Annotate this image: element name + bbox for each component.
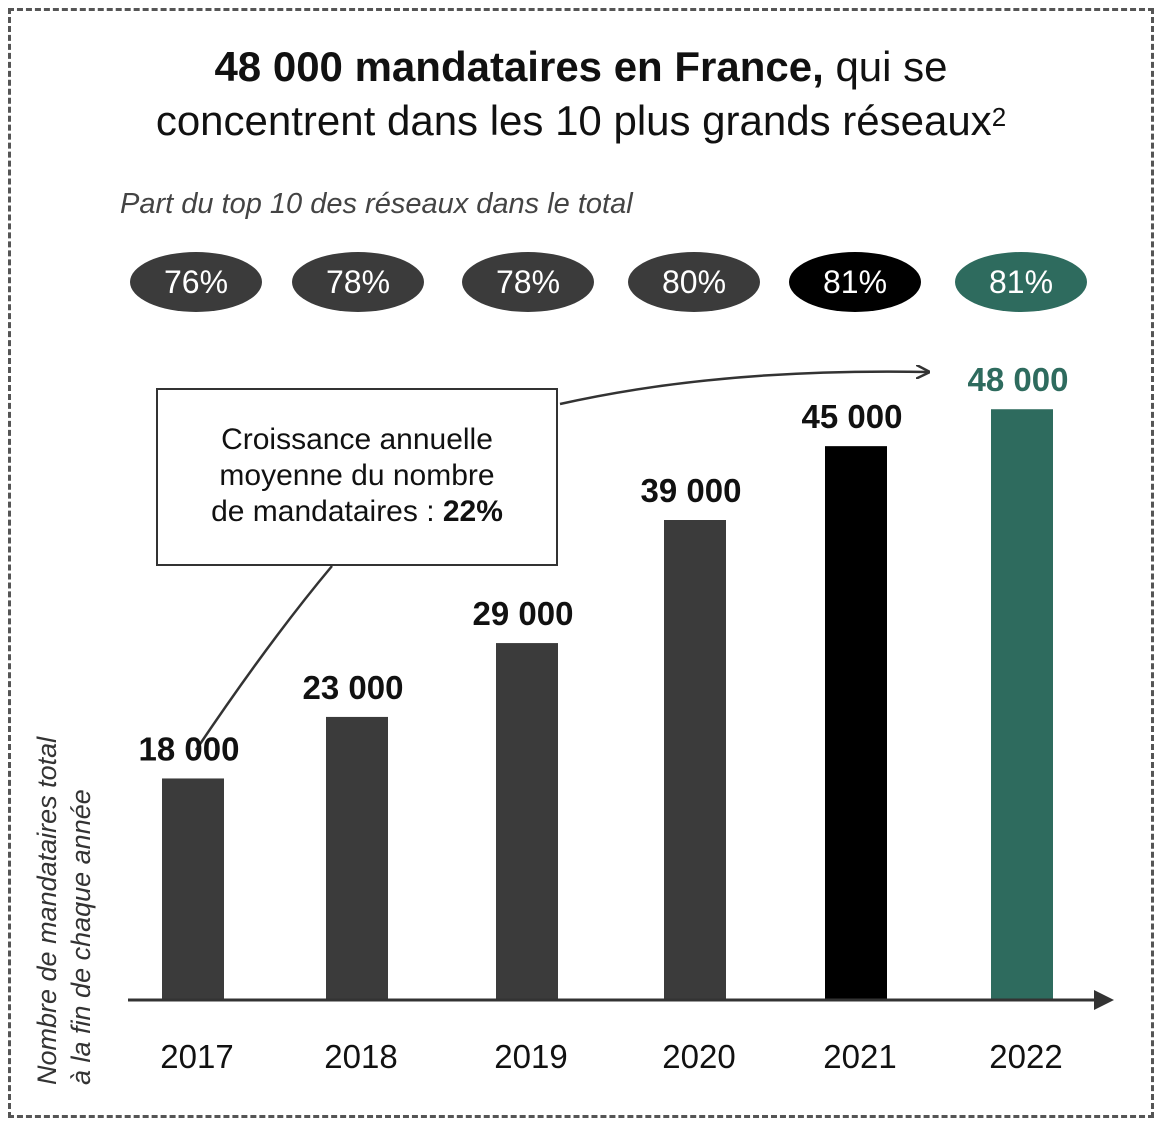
bar-2022	[991, 409, 1053, 1000]
share-pill-2020: 80%	[628, 252, 760, 312]
x-tick-2017: 2017	[160, 1038, 233, 1075]
x-tick-2021: 2021	[823, 1038, 896, 1075]
bar-2018	[326, 716, 388, 1000]
title-footnote-mark: 2	[991, 102, 1007, 132]
annotation-value: 22%	[442, 495, 503, 528]
x-axis-arrow-icon	[1094, 990, 1114, 1010]
annotation-line2: moyenne du nombre	[219, 459, 495, 492]
bar-2017	[162, 778, 224, 1000]
annotation-line3: de mandataires :	[211, 495, 443, 528]
growth-annotation-box: Croissance annuelle moyenne du nombre de…	[156, 388, 558, 566]
share-pill-2022: 81%	[955, 252, 1087, 312]
title-line2: concentrent dans les 10 plus grands rése…	[155, 97, 992, 144]
y-axis-label-line2: à la fin de chaque année	[66, 789, 96, 1085]
value-label-2018: 23 000	[303, 669, 404, 706]
value-label-2017: 18 000	[139, 730, 240, 767]
bar-2021	[825, 446, 887, 1001]
value-label-2022: 48 000	[968, 361, 1069, 398]
value-label-2020: 39 000	[641, 472, 742, 509]
share-pill-2018: 78%	[292, 252, 424, 312]
growth-arrow	[559, 372, 928, 406]
y-axis-label-line1: Nombre de mandataires total	[32, 736, 62, 1085]
chart-title: 48 000 mandataires en France, qui se con…	[0, 40, 1162, 148]
annotation-line1: Croissance annuelle	[221, 423, 493, 456]
callout-pointer-line	[194, 565, 333, 751]
bar-2020	[664, 520, 726, 1000]
x-tick-2022: 2022	[989, 1038, 1062, 1075]
share-pill-2017: 76%	[130, 252, 262, 312]
x-tick-2019: 2019	[494, 1038, 567, 1075]
title-rest: qui se	[823, 43, 948, 90]
x-tick-2018: 2018	[324, 1038, 397, 1075]
chart-frame	[8, 8, 1154, 1118]
y-axis-label: Nombre de mandataires total à la fin de …	[30, 737, 98, 1085]
value-label-2021: 45 000	[802, 398, 903, 435]
chart-subtitle: Part du top 10 des réseaux dans le total	[120, 188, 633, 220]
x-tick-2020: 2020	[662, 1038, 735, 1075]
value-label-2019: 29 000	[473, 595, 574, 632]
share-pill-2019: 78%	[462, 252, 594, 312]
title-bold: 48 000 mandataires en France,	[214, 43, 824, 90]
share-pill-2021: 81%	[789, 252, 921, 312]
bar-2019	[496, 643, 558, 1000]
